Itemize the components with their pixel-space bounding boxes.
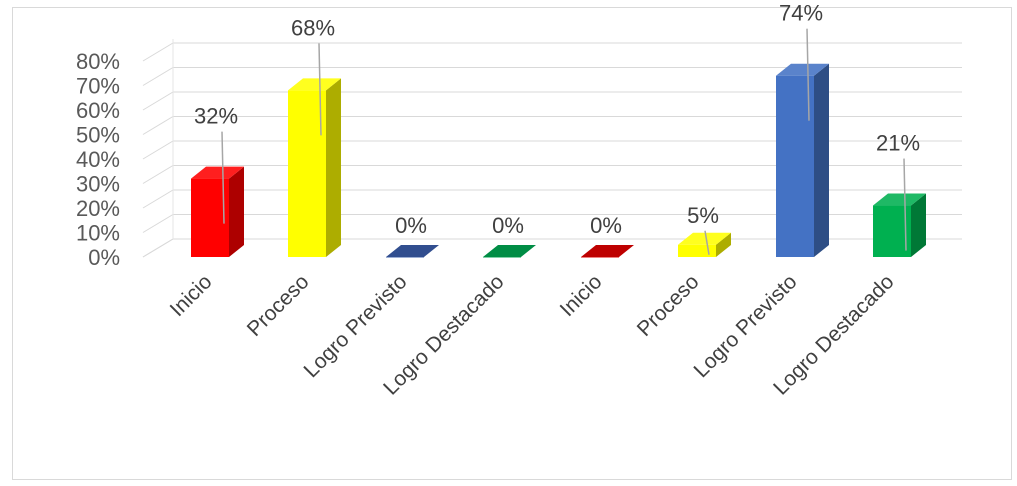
data-label: 68%	[291, 15, 335, 40]
bar-side	[716, 232, 731, 257]
leader-line	[318, 43, 322, 136]
category-label: Inicio	[556, 270, 607, 321]
y-tick-label: 40%	[76, 147, 120, 172]
bar-top	[386, 245, 439, 257]
data-label: 32%	[194, 104, 238, 129]
y-tick-label: 50%	[76, 123, 120, 148]
data-label: 74%	[779, 1, 823, 26]
y-tick-label: 10%	[76, 221, 120, 246]
bar-top	[288, 78, 341, 91]
category-label: Proceso	[243, 270, 314, 341]
bar-top	[873, 193, 926, 206]
leader-line	[221, 131, 225, 224]
gridline	[142, 67, 962, 86]
y-tick-label: 20%	[76, 196, 120, 221]
leader-line	[704, 230, 710, 255]
gridline	[142, 165, 962, 184]
bar-side	[229, 166, 244, 257]
bar-top	[581, 245, 634, 257]
y-tick-label: 70%	[76, 74, 120, 99]
leader-line	[903, 158, 907, 251]
bar-side	[326, 78, 341, 258]
bar	[678, 244, 716, 257]
bar-top	[191, 166, 244, 179]
y-tick-label: 30%	[76, 172, 120, 197]
category-label: Proceso	[633, 270, 704, 341]
category-label: Inicio	[166, 270, 217, 321]
bar-top	[678, 232, 731, 245]
bar	[581, 257, 619, 258]
gridline	[142, 214, 962, 233]
category-label: Logro Previsto	[300, 270, 412, 382]
bar	[386, 257, 424, 258]
bar	[483, 257, 521, 258]
bar-top	[776, 63, 829, 76]
gridline	[142, 140, 962, 160]
gridline	[142, 91, 962, 111]
y-tick-label: 0%	[88, 245, 120, 270]
data-label: 21%	[876, 131, 920, 156]
category-label: Logro Previsto	[690, 270, 802, 382]
y-tick-label: 60%	[76, 98, 120, 123]
data-label: 0%	[492, 213, 524, 238]
bar-top	[483, 245, 536, 257]
data-label: 5%	[687, 203, 719, 228]
gridline	[142, 189, 962, 209]
gridline	[142, 238, 962, 258]
floor-edge	[142, 238, 174, 258]
data-label: 0%	[590, 213, 622, 238]
chart-frame	[12, 7, 1012, 480]
gridline	[142, 116, 962, 135]
bar-side	[911, 193, 926, 257]
bar	[776, 75, 814, 257]
data-label: 0%	[395, 213, 427, 238]
leader-line	[806, 28, 810, 121]
gridline	[142, 42, 962, 62]
bar-side	[814, 63, 829, 258]
y-tick-label: 80%	[76, 49, 120, 74]
bar	[288, 90, 326, 258]
